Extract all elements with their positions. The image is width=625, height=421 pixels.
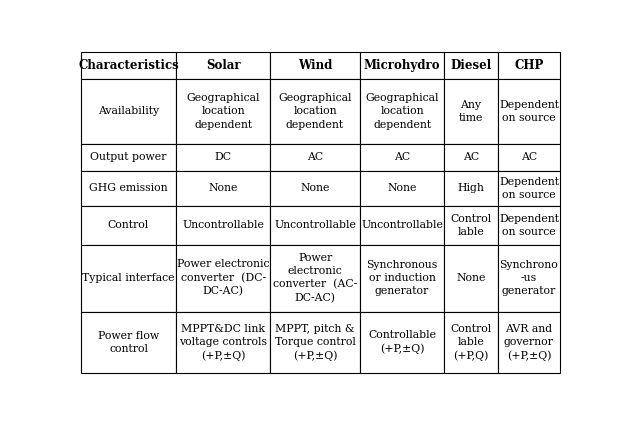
- Bar: [270, 171, 360, 206]
- Text: Synchronous
or induction
generator: Synchronous or induction generator: [366, 260, 438, 296]
- Text: None: None: [301, 184, 330, 194]
- Text: Output power: Output power: [91, 152, 167, 163]
- Bar: [176, 206, 270, 245]
- Bar: [360, 52, 444, 79]
- Bar: [81, 52, 176, 79]
- Text: None: None: [388, 184, 417, 194]
- Bar: [498, 245, 560, 312]
- Text: Any
time: Any time: [459, 100, 483, 123]
- Text: MPPT&DC link
voltage controls
(+P,±Q): MPPT&DC link voltage controls (+P,±Q): [179, 324, 268, 361]
- Bar: [176, 144, 270, 171]
- Bar: [176, 79, 270, 144]
- Text: Dependent
on source: Dependent on source: [499, 100, 559, 123]
- Text: Geographical
location
dependent: Geographical location dependent: [278, 93, 352, 130]
- Text: Synchrono
-us
generator: Synchrono -us generator: [499, 260, 558, 296]
- Bar: [360, 144, 444, 171]
- Bar: [270, 79, 360, 144]
- Bar: [81, 312, 176, 373]
- Bar: [444, 52, 498, 79]
- Bar: [270, 52, 360, 79]
- Text: AVR and
governor
(+P,±Q): AVR and governor (+P,±Q): [504, 324, 554, 361]
- Bar: [270, 312, 360, 373]
- Text: Power
electronic
converter  (AC-
DC-AC): Power electronic converter (AC- DC-AC): [273, 253, 357, 303]
- Text: Solar: Solar: [206, 59, 241, 72]
- Text: AC: AC: [307, 152, 323, 163]
- Bar: [270, 144, 360, 171]
- Text: Power flow
control: Power flow control: [98, 331, 159, 354]
- Text: DC: DC: [215, 152, 232, 163]
- Bar: [176, 312, 270, 373]
- Bar: [498, 171, 560, 206]
- Text: Wind: Wind: [298, 59, 332, 72]
- Text: GHG emission: GHG emission: [89, 184, 168, 194]
- Text: AC: AC: [394, 152, 410, 163]
- Text: Control
lable
(+P,Q): Control lable (+P,Q): [450, 324, 491, 361]
- Bar: [444, 171, 498, 206]
- Text: Uncontrollable: Uncontrollable: [361, 221, 443, 230]
- Text: Dependent
on source: Dependent on source: [499, 214, 559, 237]
- Bar: [444, 144, 498, 171]
- Bar: [81, 79, 176, 144]
- Bar: [176, 52, 270, 79]
- Text: CHP: CHP: [514, 59, 544, 72]
- Bar: [360, 79, 444, 144]
- Text: Typical interface: Typical interface: [82, 273, 175, 283]
- Text: Uncontrollable: Uncontrollable: [274, 221, 356, 230]
- Bar: [498, 206, 560, 245]
- Bar: [176, 245, 270, 312]
- Text: Geographical
location
dependent: Geographical location dependent: [366, 93, 439, 130]
- Text: None: None: [209, 184, 238, 194]
- Text: Uncontrollable: Uncontrollable: [182, 221, 264, 230]
- Text: None: None: [456, 273, 486, 283]
- Text: Diesel: Diesel: [451, 59, 491, 72]
- Text: Availability: Availability: [98, 107, 159, 116]
- Bar: [81, 206, 176, 245]
- Bar: [360, 312, 444, 373]
- Bar: [498, 79, 560, 144]
- Text: AC: AC: [463, 152, 479, 163]
- Text: Control
lable: Control lable: [450, 214, 491, 237]
- Bar: [444, 79, 498, 144]
- Text: Controllable
(+P,±Q): Controllable (+P,±Q): [368, 330, 436, 354]
- Bar: [360, 245, 444, 312]
- Bar: [270, 245, 360, 312]
- Bar: [444, 206, 498, 245]
- Text: Geographical
location
dependent: Geographical location dependent: [186, 93, 260, 130]
- Text: Power electronic
converter  (DC-
DC-AC): Power electronic converter (DC- DC-AC): [177, 259, 269, 297]
- Text: Control: Control: [108, 221, 149, 230]
- Text: MPPT, pitch &
Torque control
(+P,±Q): MPPT, pitch & Torque control (+P,±Q): [274, 324, 356, 361]
- Bar: [444, 245, 498, 312]
- Text: AC: AC: [521, 152, 537, 163]
- Bar: [498, 52, 560, 79]
- Bar: [81, 144, 176, 171]
- Text: Characteristics: Characteristics: [78, 59, 179, 72]
- Text: Dependent
on source: Dependent on source: [499, 177, 559, 200]
- Bar: [360, 171, 444, 206]
- Bar: [270, 206, 360, 245]
- Bar: [498, 312, 560, 373]
- Bar: [498, 144, 560, 171]
- Bar: [360, 206, 444, 245]
- Bar: [81, 171, 176, 206]
- Bar: [81, 245, 176, 312]
- Text: High: High: [458, 184, 484, 194]
- Bar: [444, 312, 498, 373]
- Text: Microhydro: Microhydro: [364, 59, 441, 72]
- Bar: [176, 171, 270, 206]
